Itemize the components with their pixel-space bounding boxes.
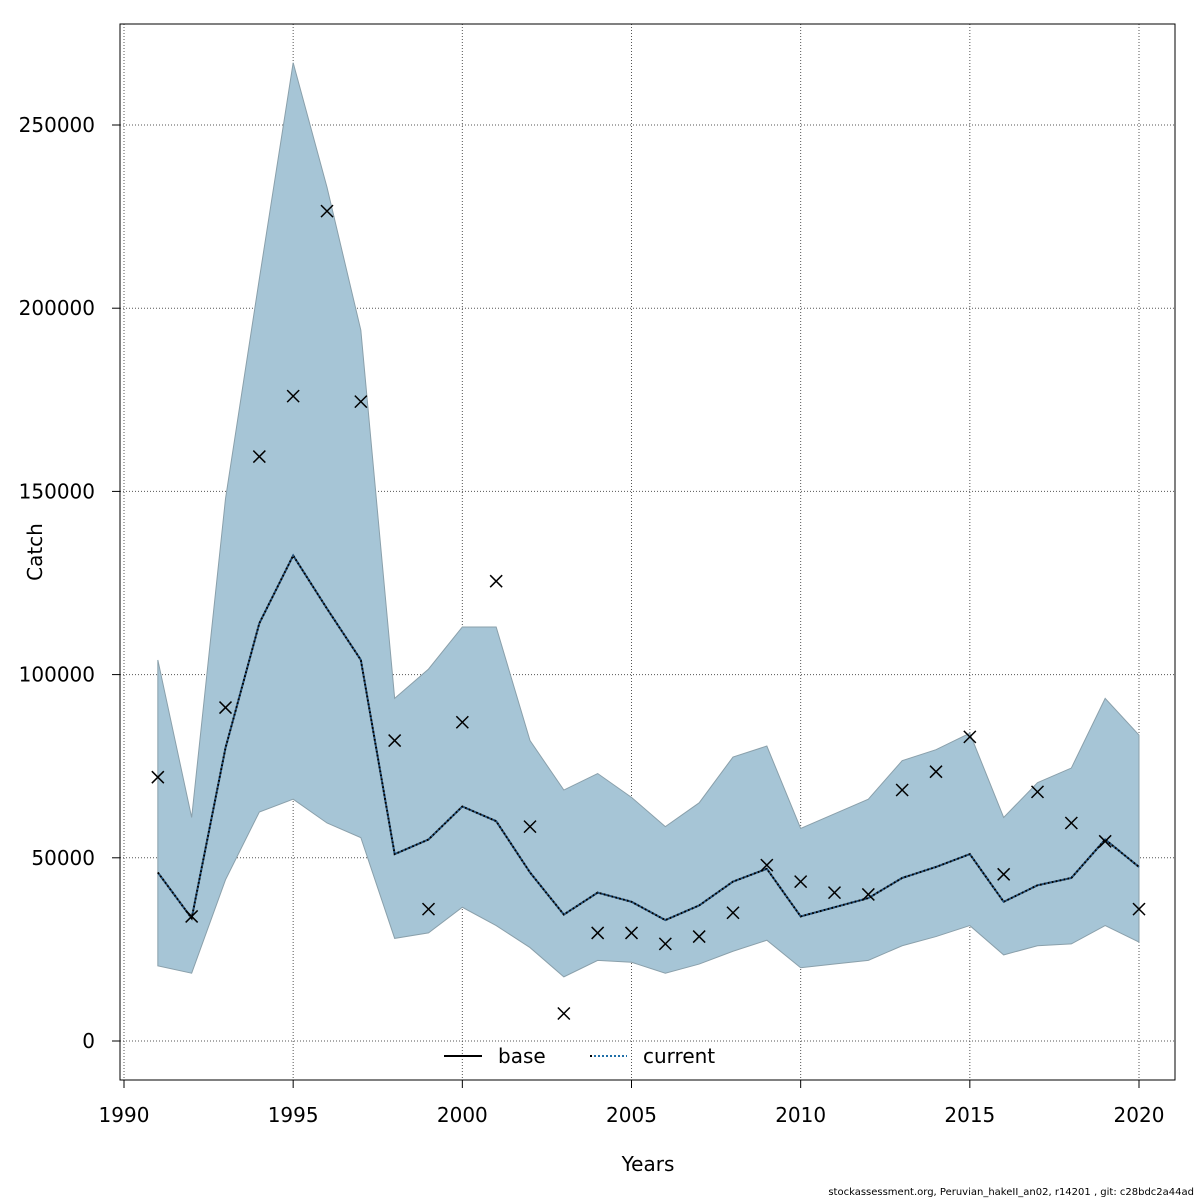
- observed-point: [286, 389, 300, 403]
- footer-credit: stockassessment.org, Peruvian_hakeII_an0…: [828, 1187, 1194, 1198]
- observed-point: [624, 926, 639, 940]
- observed-point: [151, 770, 165, 784]
- x-tick-label: 2000: [437, 1103, 488, 1127]
- observed-point: [421, 902, 436, 916]
- observed-point: [1030, 785, 1045, 799]
- observed-point: [388, 734, 402, 748]
- observed-point: [1064, 816, 1078, 830]
- observed-point: [557, 1006, 571, 1021]
- observed-point: [895, 783, 909, 797]
- y-tick-label: 100000: [19, 663, 95, 687]
- observed-point: [252, 450, 266, 464]
- x-tick-label: 2010: [775, 1103, 826, 1127]
- y-tick-label: 0: [82, 1029, 95, 1053]
- x-tick-label: 1990: [99, 1103, 150, 1127]
- observed-point: [1132, 902, 1146, 916]
- observed-point: [218, 701, 233, 715]
- confidence-band-area: [157, 62, 1140, 978]
- y-tick-label: 50000: [31, 846, 95, 870]
- observed-point: [760, 858, 774, 872]
- x-axis-title: Years: [621, 1152, 675, 1176]
- series-line-base: [157, 553, 1140, 922]
- x-tick-label: 1995: [268, 1103, 319, 1127]
- observed-point: [1098, 834, 1112, 848]
- x-tick-label: 2020: [1114, 1103, 1165, 1127]
- observed-point: [354, 395, 368, 409]
- x-axis: 1990 1995 2000 2005 2010 2015 2020: [99, 1079, 1165, 1127]
- series-lines: [157, 553, 1140, 922]
- observed-point: [658, 937, 672, 951]
- observed-point: [489, 574, 503, 588]
- observed-points: [151, 204, 1146, 1021]
- observed-point: [185, 909, 199, 923]
- observed-point: [827, 886, 842, 900]
- observed-point: [726, 906, 740, 920]
- observed-point: [320, 204, 334, 218]
- observed-point: [929, 765, 943, 779]
- observed-point: [997, 867, 1011, 881]
- y-axis-title: Catch: [23, 523, 47, 581]
- legend-label-base: base: [498, 1044, 546, 1068]
- y-axis: 0 50000 100000 150000 200000 250000: [19, 113, 121, 1053]
- legend-label-current: current: [643, 1044, 715, 1068]
- observed-point: [794, 875, 808, 889]
- observed-point: [523, 820, 537, 834]
- series-line-current: [157, 553, 1140, 922]
- y-tick-label: 250000: [19, 113, 95, 137]
- observed-point: [455, 715, 469, 729]
- confidence-band: [157, 62, 1140, 978]
- y-tick-label: 200000: [19, 296, 95, 320]
- observed-point: [861, 887, 875, 901]
- observed-point: [591, 926, 605, 940]
- y-tick-label: 150000: [19, 479, 95, 503]
- observed-point: [692, 930, 706, 944]
- x-tick-label: 2015: [944, 1103, 995, 1127]
- observed-point: [963, 730, 977, 744]
- legend: base current: [444, 1044, 715, 1068]
- x-tick-label: 2005: [606, 1103, 657, 1127]
